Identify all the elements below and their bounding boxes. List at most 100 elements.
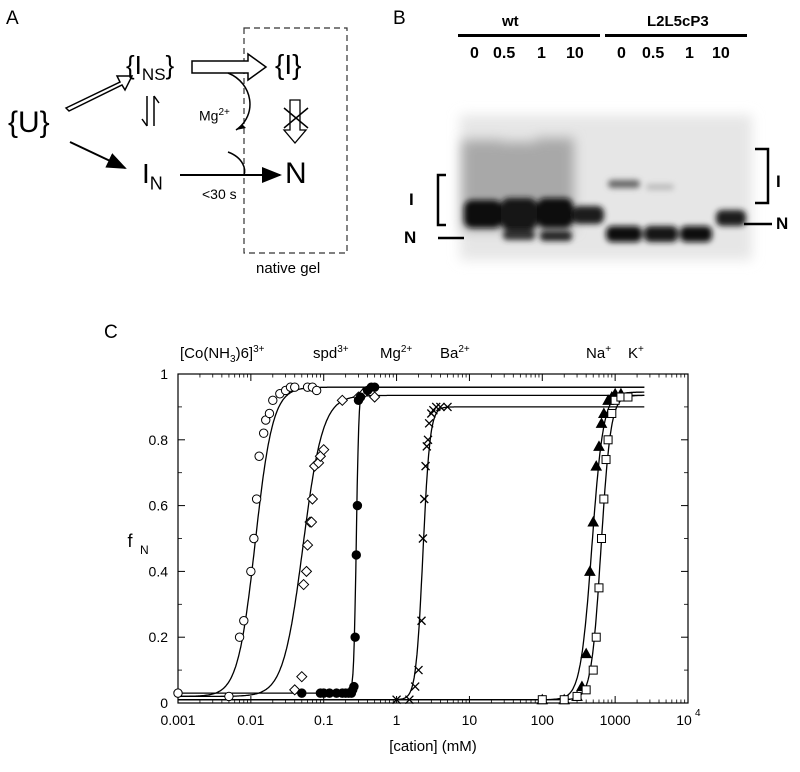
- data-point-open-square: [588, 665, 598, 675]
- data-point-open-diamond: [300, 565, 313, 578]
- native-gel-box: [243, 27, 348, 254]
- gel-group-mutant-bar: [605, 34, 747, 37]
- panel-c-label: C: [104, 322, 118, 343]
- data-point-open-diamond: [297, 578, 310, 591]
- data-point-open-square: [623, 392, 633, 402]
- spd-sup: 3+: [337, 344, 349, 355]
- data-point-filled-triangle: [590, 460, 603, 471]
- fit-curve: [178, 394, 645, 698]
- data-point-open-circle: [239, 616, 249, 626]
- cobalt-sup: 3+: [253, 344, 265, 355]
- data-point-open-square: [559, 695, 569, 705]
- data-point-cross: [423, 435, 433, 445]
- lane-label: 10: [712, 45, 730, 62]
- gel-group-wt-bar: [458, 34, 600, 37]
- y-axis-label: f: [127, 531, 133, 551]
- x-tick-label: 0.001: [160, 712, 195, 728]
- x-tick-label-last-exponent: 4: [695, 708, 701, 719]
- data-point-filled-circle: [297, 688, 307, 698]
- data-point-open-circle: [173, 688, 183, 698]
- x-tick-label: 1000: [600, 712, 631, 728]
- na-sup: +: [605, 344, 612, 355]
- data-point-open-diamond: [336, 394, 349, 407]
- blocked-arrow: [282, 99, 308, 145]
- data-point-open-circle: [224, 691, 234, 702]
- mg-label: Mg2+: [199, 107, 230, 124]
- label-cobalt: [Co(NH3)6]3+: [180, 344, 265, 365]
- spd-main: spd: [313, 345, 338, 362]
- data-point-cross: [414, 665, 423, 675]
- data-point-cross: [419, 494, 429, 504]
- state-intermediate: {I}: [275, 49, 302, 80]
- lane-label: 1: [537, 45, 546, 62]
- na-main: Na: [586, 345, 606, 362]
- band-label-left-i: I: [409, 190, 414, 209]
- data-point-cross: [410, 682, 420, 692]
- data-point-open-circle: [254, 451, 264, 461]
- label-mg: Mg2+: [380, 344, 412, 362]
- cobalt-main: [Co(NH: [180, 345, 231, 362]
- y-tick-label: 0: [160, 695, 168, 711]
- data-point-open-diamond: [296, 670, 308, 683]
- equilibrium-arrows: [141, 95, 160, 127]
- fit-curve: [178, 386, 645, 698]
- panel-b-label: B: [393, 8, 406, 29]
- data-point-open-square: [594, 583, 604, 593]
- hollow-arrow-ins-i: [191, 52, 268, 82]
- data-point-open-diamond: [305, 516, 318, 528]
- state-in-main: I: [142, 158, 150, 189]
- band-label-right-i: I: [776, 172, 781, 191]
- x-axis-label: [cation] (mM): [389, 738, 477, 755]
- data-point-open-square: [597, 534, 607, 543]
- data-point-cross: [404, 695, 414, 705]
- data-point-open-circle: [234, 632, 245, 642]
- folding-scheme: [64, 27, 348, 254]
- data-point-open-square: [599, 494, 609, 504]
- mg-base: Mg: [199, 107, 219, 124]
- data-point-open-diamond: [301, 539, 314, 551]
- data-point-open-square: [603, 435, 613, 445]
- label-na: Na+: [586, 344, 611, 362]
- state-ins: {INS}: [126, 50, 174, 85]
- data-point-open-circle: [268, 395, 278, 406]
- fit-curve: [178, 406, 645, 701]
- data-point-open-circle: [251, 494, 262, 504]
- data-point-cross: [431, 402, 441, 412]
- data-point-cross: [421, 461, 431, 471]
- y-tick-label: 0.6: [149, 498, 169, 514]
- y-axis-label-sub: N: [140, 543, 149, 557]
- state-in: IN: [142, 158, 163, 195]
- mg-sup: 2+: [218, 107, 230, 118]
- data-point-open-circle: [249, 533, 259, 544]
- time-label: <30 s: [202, 186, 237, 202]
- left-brackets: [436, 147, 772, 240]
- data-point-open-square: [537, 695, 547, 705]
- data-point-open-diamond: [368, 391, 381, 403]
- data-point-filled-triangle: [587, 516, 600, 527]
- mutant-bands: [606, 180, 746, 242]
- data-point-open-diamond: [318, 443, 330, 456]
- cobalt-sub: 3: [230, 354, 236, 365]
- data-point-open-circle: [290, 382, 300, 392]
- data-point-filled-circle: [369, 382, 380, 392]
- ba-sup: 2+: [458, 344, 470, 355]
- data-point-cross: [392, 695, 402, 705]
- band-label-left-n: N: [404, 228, 417, 247]
- lane-label: 0.5: [642, 45, 665, 62]
- k-main: K: [628, 345, 639, 362]
- mg-plot-sup: 2+: [400, 344, 413, 355]
- data-point-open-diamond: [312, 457, 325, 469]
- data-point-filled-circle: [349, 681, 359, 692]
- state-unfolded: {U}: [8, 106, 50, 139]
- band-label-right-n: N: [776, 214, 789, 233]
- lane-label: 0.5: [493, 45, 516, 62]
- cobalt-end: )6]: [235, 345, 254, 362]
- data-point-open-diamond: [306, 493, 319, 505]
- x-tick-label: 100: [531, 712, 555, 728]
- panel-a-label: A: [6, 8, 19, 29]
- state-ins-sub: NS: [141, 65, 166, 85]
- x-tick-label: 10: [462, 712, 478, 728]
- label-ba: Ba2+: [440, 344, 470, 362]
- wt-bands: [464, 198, 604, 241]
- lane-label: 0: [617, 45, 626, 62]
